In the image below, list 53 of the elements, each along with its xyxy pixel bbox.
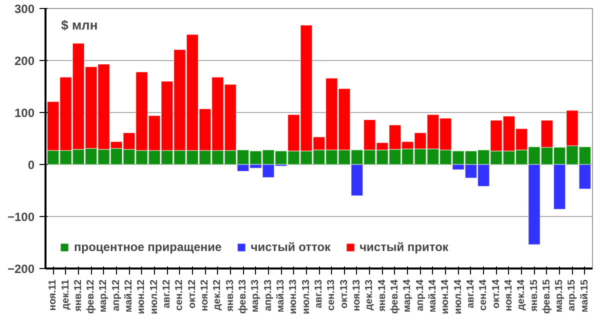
- x-tick-label: июн.13: [288, 279, 300, 314]
- legend-label: процентное приращение: [74, 240, 222, 254]
- x-tick-label: апр.14: [414, 279, 426, 312]
- x-tick-label: дек.12: [212, 279, 224, 310]
- x-tick-label: май.12: [124, 279, 135, 312]
- x-tick-label: фев.12: [86, 279, 97, 314]
- y-tick-label: 300: [14, 2, 35, 16]
- x-tick-label: дек.13: [364, 279, 376, 310]
- x-tick-label: окт.13: [338, 279, 350, 309]
- y-axis-title: $ млн: [61, 18, 98, 32]
- x-tick-label: ноя.13: [351, 279, 362, 312]
- x-tick-label: мар.14: [402, 279, 414, 312]
- x-tick-label: авг.13: [314, 279, 324, 308]
- x-tick-label: фев.14: [389, 279, 400, 314]
- x-tick-label: сен.13: [326, 279, 338, 311]
- x-tick-label: сен.12: [174, 279, 186, 311]
- x-tick-label: ноя.11: [48, 279, 59, 311]
- x-tick-label: ноя.14: [503, 279, 514, 312]
- x-tick-label: июн.14: [440, 279, 452, 314]
- x-tick-label: апр.13: [262, 279, 274, 312]
- x-tick-label: май.14: [427, 279, 438, 312]
- x-tick-label: июл.14: [452, 279, 464, 314]
- y-tick-label: 0: [28, 158, 35, 172]
- x-tick-label: апр.12: [110, 279, 122, 312]
- x-tick-label: май.15: [579, 279, 590, 312]
- x-tick-label: июл.13: [300, 279, 312, 314]
- y-tick-label: −100: [7, 210, 35, 224]
- y-tick-label: 100: [14, 106, 35, 120]
- legend-label: чистый отток: [250, 240, 331, 254]
- x-tick-label: фев.15: [541, 279, 552, 314]
- x-tick-label: авг.12: [162, 279, 173, 308]
- y-tick-label: 200: [14, 54, 35, 68]
- x-tick-label: янв.15: [528, 279, 540, 312]
- x-tick-label: ноя.12: [200, 279, 211, 312]
- x-tick-label: апр.15: [566, 279, 578, 312]
- x-tick-label: янв.14: [376, 279, 388, 312]
- y-tick-label: −200: [7, 262, 35, 276]
- x-tick-label: сен.14: [478, 279, 490, 311]
- x-tick-label: янв.13: [224, 279, 236, 312]
- legend-label: чистый приток: [360, 240, 448, 254]
- x-tick-label: мар.13: [250, 279, 262, 312]
- x-tick-label: янв.12: [72, 279, 84, 312]
- x-tick-label: окт.12: [186, 279, 198, 309]
- x-tick-label: фев.13: [238, 279, 249, 314]
- x-tick-label: дек.11: [60, 279, 72, 310]
- x-tick-label: окт.14: [490, 279, 502, 309]
- x-tick-label: авг.14: [465, 279, 476, 308]
- x-tick-label: июл.12: [148, 279, 160, 314]
- x-tick-label: мар.12: [98, 279, 110, 312]
- x-tick-label: дек.14: [516, 279, 528, 310]
- x-tick-label: май.13: [276, 279, 287, 312]
- x-tick-label: июн.12: [136, 279, 148, 314]
- x-tick-label: мар.15: [554, 279, 566, 312]
